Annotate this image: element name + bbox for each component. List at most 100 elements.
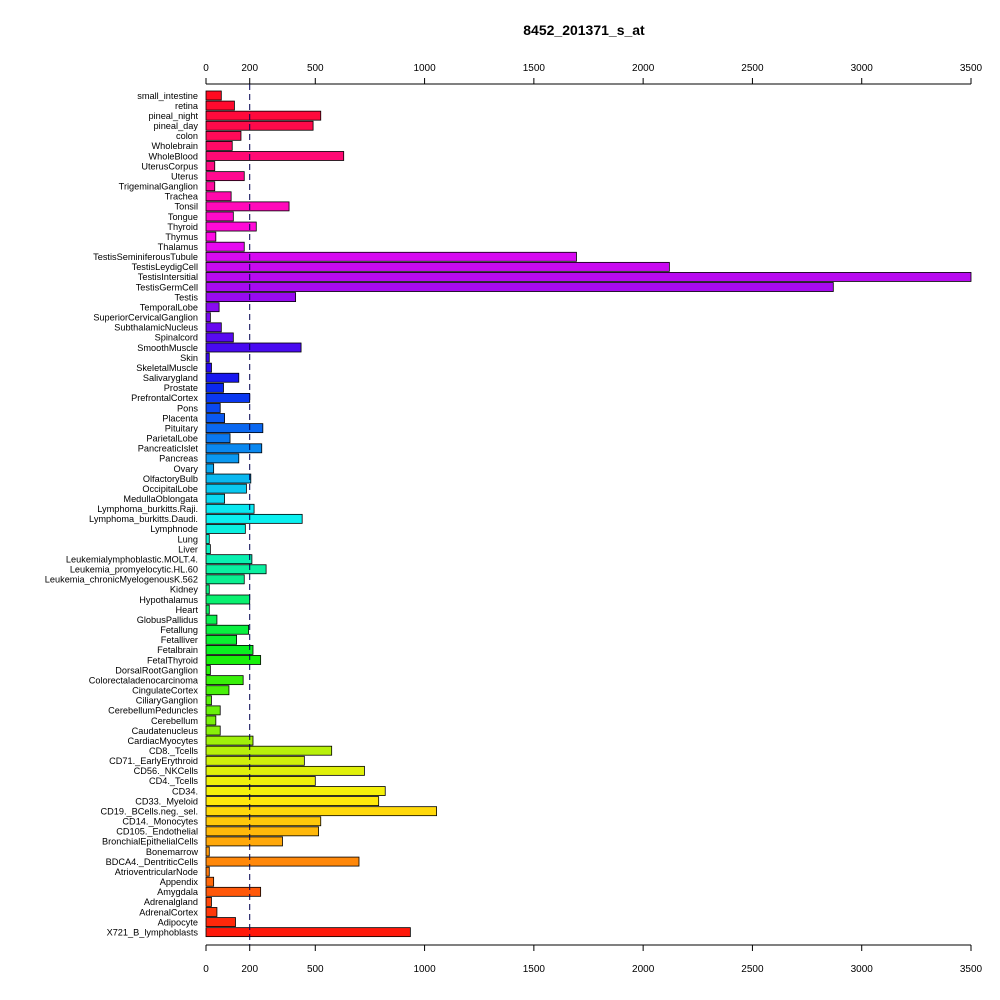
bar [205,927,411,938]
bar [205,90,222,101]
bar [205,171,245,182]
bar [205,181,216,192]
bar [205,866,210,877]
category-label: Lung [178,534,198,544]
category-label: colon [176,131,198,141]
bar [205,362,212,373]
category-label: TestisSeminiferousTubule [93,252,198,262]
category-label: CerebellumPeduncles [108,706,198,716]
category-label: Thalamus [158,242,199,252]
top-tick-label: 0 [203,63,209,74]
category-label: Kidney [170,585,198,595]
category-label: TestisGermCell [136,282,198,292]
bar [205,433,231,444]
category-label: CD4._Tcells [149,776,198,786]
bar [205,191,232,202]
category-label: Thymus [165,232,198,242]
category-label: OccipitalLobe [142,484,198,494]
bar [205,413,225,423]
category-label: SmoothMuscle [137,343,198,353]
bar [205,554,253,565]
category-label: Fetalliver [161,635,198,645]
category-label: Lymphoma_burkitts.Daudi. [89,514,198,524]
bar [205,332,234,343]
category-label: small_intestine [137,91,198,101]
bar [205,221,257,232]
bar [205,211,234,222]
category-label: AtrioventricularNode [115,867,198,877]
category-label: AdrenalCortex [139,907,198,917]
bottom-tick-label: 200 [241,964,258,975]
bar [205,786,386,796]
category-label: Fetallung [160,625,198,635]
bar [205,392,251,403]
bar [205,544,211,554]
category-label: Leukemialymphoblastic.MOLT.4. [66,554,198,564]
chart-title: 8452_201371_s_at [523,22,645,38]
bar [205,493,225,504]
category-label: Uterus [171,171,198,181]
bar [205,645,254,655]
top-tick-label: 1000 [413,63,436,74]
bar [205,816,322,827]
bar [205,745,333,756]
bar [205,372,240,383]
bar [205,846,210,857]
category-label: X721_B_lymphoblasts [107,927,199,937]
bar [205,634,238,645]
bars [205,90,972,938]
category-label: CardiacMyocytes [128,736,199,746]
bottom-tick-label: 2500 [741,964,764,975]
bar [205,382,224,393]
bar [205,624,250,635]
category-label: Spinalcord [155,333,198,343]
bar [205,453,240,464]
category-label: TrigeminalGanglion [119,182,198,192]
bar [205,584,210,595]
category-label: TestisIntersitial [138,272,198,282]
category-label: Fetalbrain [157,645,198,655]
category-label: Salivarygland [143,373,198,383]
bar [205,594,251,605]
category-labels: small_intestineretinapineal_nightpineal_… [45,91,199,938]
bar [205,564,267,575]
category-label: Trachea [165,192,199,202]
category-label: Colorectaladenocarcinoma [89,675,199,685]
category-label: Lymphnode [150,524,198,534]
category-label: Ovary [173,464,198,474]
bar [205,876,215,887]
bar [205,574,245,585]
bottom-tick-label: 2000 [632,964,655,975]
category-label: Thyroid [167,222,198,232]
bottom-tick-label: 0 [203,964,209,975]
category-label: CD56._NKCells [134,766,199,776]
category-label: Pons [177,403,198,413]
bar [205,503,255,514]
bar [205,655,262,665]
bar [205,403,221,413]
category-label: Tongue [168,212,198,222]
top-tick-label: 1500 [523,63,546,74]
bottom-tick-label: 500 [307,964,324,975]
bar [205,130,242,141]
category-label: CD71._EarlyErythroid [109,756,198,766]
category-label: CD105._Endothelial [116,827,198,837]
category-label: MedullaOblongata [123,494,198,504]
bar [205,352,210,363]
bar [205,755,305,766]
top-axis: 0 200 500 1000 1500 2000 2500 3000 3500 [203,63,983,85]
bar [205,463,215,474]
bar [205,231,217,242]
top-tick-label: 3000 [851,63,874,74]
bar [205,312,211,323]
top-tick-label: 200 [241,63,258,74]
bottom-tick-label: 1000 [413,964,436,975]
category-label: PancreaticIslet [138,444,199,454]
category-label: Pancreas [159,454,198,464]
bar [205,140,233,151]
bar [205,443,263,454]
category-label: Placenta [162,413,199,423]
bar [205,302,220,313]
top-tick-label: 2500 [741,63,764,74]
